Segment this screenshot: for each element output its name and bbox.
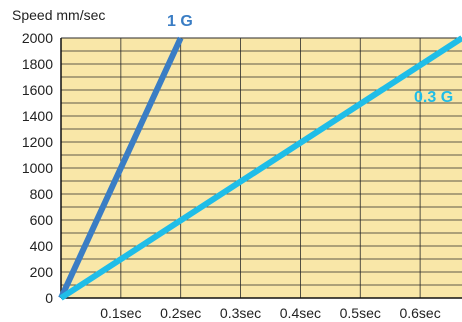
x-tick-label: 0.5sec — [340, 305, 381, 321]
y-axis-label: Speed mm/sec — [12, 7, 105, 23]
series-line-0 — [58, 36, 184, 300]
x-tick-label: 0.4sec — [280, 305, 321, 321]
y-tick-label: 1400 — [22, 108, 53, 124]
y-tick-label: 1200 — [22, 134, 53, 150]
series-line-1 — [59, 35, 462, 301]
series-label-1g: 1 G — [167, 13, 193, 30]
series-lines — [58, 35, 462, 301]
y-tick-label: 1600 — [22, 82, 53, 98]
y-tick-label: 800 — [30, 186, 54, 202]
y-tick-label: 200 — [30, 264, 54, 280]
y-tick-label: 1800 — [22, 56, 53, 72]
x-tick-label: 0.6sec — [399, 305, 440, 321]
y-tick-label: 600 — [30, 212, 54, 228]
x-tick-labels: 0.1sec 0.2sec 0.3sec 0.4sec 0.5sec 0.6sec — [100, 305, 441, 321]
x-tick-label: 0.1sec — [100, 305, 141, 321]
y-tick-label: 1000 — [22, 160, 53, 176]
y-tick-label: 0 — [45, 290, 53, 306]
y-tick-labels: 0 200 400 600 800 1000 1200 1400 1600 1800 2000 — [22, 30, 53, 306]
y-tick-label: 2000 — [22, 30, 53, 46]
y-tick-label: 400 — [30, 238, 54, 254]
series-label-0-3g: 0.3 G — [414, 89, 453, 106]
x-tick-label: 0.2sec — [160, 305, 201, 321]
x-tick-label: 0.3sec — [220, 305, 261, 321]
